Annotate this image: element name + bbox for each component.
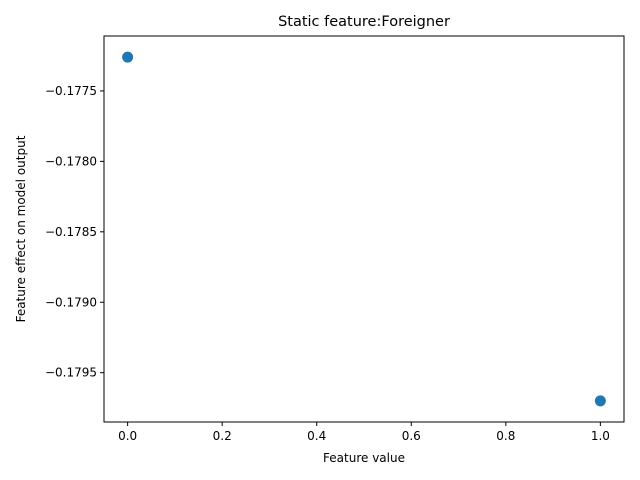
y-tick-label: −0.1775 [45,84,97,98]
x-tick-label: 0.2 [213,429,232,443]
y-tick-label: −0.1790 [45,295,97,309]
x-tick-label: 0.6 [402,429,421,443]
axis-ticks: 0.0 0.2 0.4 0.6 0.8 1.0 −0.1775 −0.1780 −0.1785 −… [45,84,610,443]
x-tick-label: 0.0 [118,429,137,443]
y-tick-label: −0.1785 [45,225,97,239]
x-tick-label: 1.0 [591,429,610,443]
x-tick-label: 0.4 [307,429,326,443]
axes-frame [103,35,625,423]
x-axis-label: Feature value [323,451,405,465]
scatter-point [594,395,606,407]
y-axis-label: Feature effect on model output [14,135,28,322]
x-tick-label: 0.8 [496,429,515,443]
y-tick-label: −0.1780 [45,154,97,168]
scatter-point [122,51,134,63]
y-tick-label: −0.1795 [45,366,97,380]
plot-area [122,51,606,407]
chart-title: Static feature:Foreigner [278,14,450,30]
